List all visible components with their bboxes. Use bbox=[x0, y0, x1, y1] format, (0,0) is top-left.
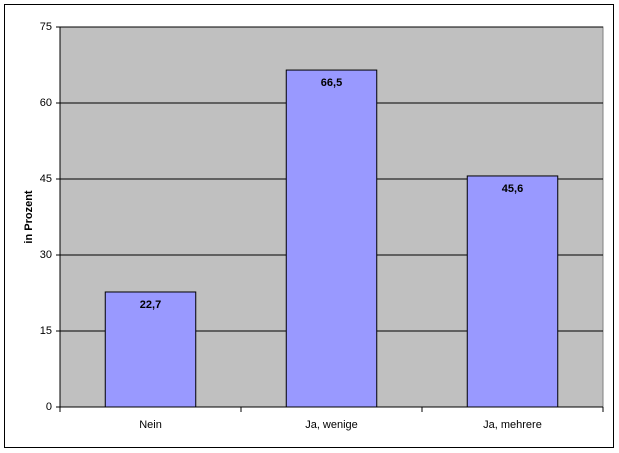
value-label: 66,5 bbox=[321, 77, 342, 89]
y-tick-label: 60 bbox=[40, 97, 52, 109]
y-tick-label: 75 bbox=[40, 21, 52, 33]
y-tick-label: 45 bbox=[40, 173, 52, 185]
x-tick-label: Nein bbox=[139, 419, 162, 431]
y-tick-label: 15 bbox=[40, 325, 52, 337]
x-tick-label: Ja, wenige bbox=[305, 419, 358, 431]
y-tick-label: 30 bbox=[40, 249, 52, 261]
y-axis-label: in Prozent bbox=[23, 190, 35, 244]
bar bbox=[466, 175, 559, 408]
x-tick-label: Ja, mehrere bbox=[483, 419, 542, 431]
bar bbox=[285, 69, 378, 408]
value-label: 45,6 bbox=[502, 183, 523, 195]
y-tick-label: 0 bbox=[46, 401, 52, 413]
value-label: 22,7 bbox=[140, 299, 161, 311]
bar bbox=[104, 291, 197, 408]
